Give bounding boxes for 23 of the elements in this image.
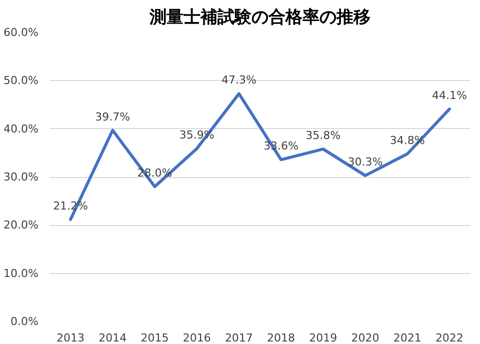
x-tick-label: 2015 [140,332,169,344]
data-label: 35.8% [306,129,341,142]
x-tick-label: 2019 [309,332,338,344]
x-tick-label: 2017 [224,332,253,344]
y-tick-label: 20.0% [4,218,39,232]
x-tick-label: 2022 [435,332,464,344]
y-tick-label: 0.0% [10,315,39,328]
x-tick-label: 2018 [267,332,296,344]
x-tick-label: 2013 [56,332,85,344]
x-tick-label: 2014 [98,332,127,344]
data-label: 47.3% [221,74,256,87]
data-label: 44.1% [432,89,467,102]
data-label: 39.7% [95,110,130,124]
x-tick-label: 2020 [351,332,380,344]
y-tick-label: 40.0% [4,122,39,136]
x-tick-label: 2021 [393,332,422,344]
x-tick-label: 2016 [182,332,211,344]
y-tick-label: 30.0% [4,170,39,184]
y-tick-label: 10.0% [4,266,39,280]
y-tick-label: 60.0% [4,26,39,39]
y-tick-label: 50.0% [4,74,39,88]
chart-title: 測量士補試験の合格率の推移 [148,8,370,28]
data-label: 30.3% [348,156,383,169]
